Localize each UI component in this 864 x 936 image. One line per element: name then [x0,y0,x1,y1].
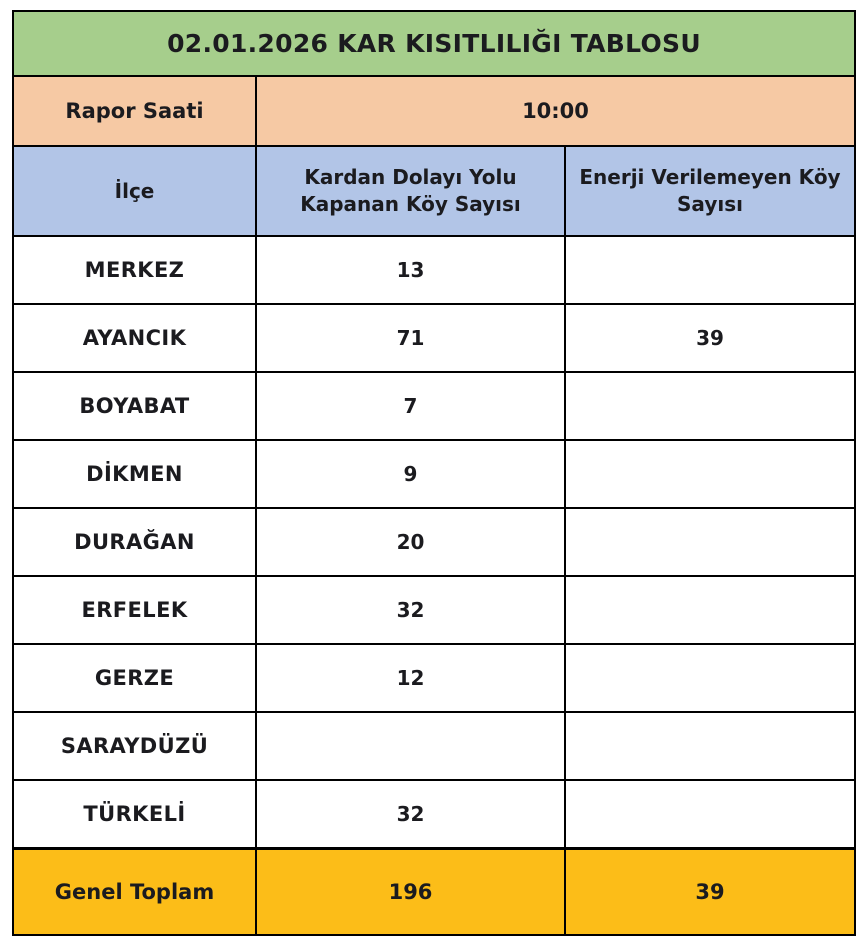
closed-roads-cell: 13 [255,235,566,305]
table-row-dikmen: DİKMEN 9 [12,439,856,509]
district-cell: BOYABAT [12,371,257,441]
closed-roads-cell: 32 [255,575,566,645]
closed-roads-cell: 7 [255,371,566,441]
column-header-no-energy: Enerji Verilemeyen Köy Sayısı [564,145,856,237]
closed-roads-cell: 32 [255,779,566,850]
column-header-closed-roads: Kardan Dolayı Yolu Kapanan Köy Sayısı [255,145,566,237]
table-row-turkeli: TÜRKELİ 32 [12,779,856,850]
no-energy-cell [564,507,856,577]
district-cell: ERFELEK [12,575,257,645]
grand-total-closed-roads: 196 [255,847,566,936]
district-cell: SARAYDÜZÜ [12,711,257,781]
no-energy-cell [564,575,856,645]
table-row-boyabat: BOYABAT 7 [12,371,856,441]
report-time-row: Rapor Saati 10:00 [12,75,856,147]
district-cell: AYANCIK [12,303,257,373]
closed-roads-cell: 12 [255,643,566,713]
table-row-erfelek: ERFELEK 32 [12,575,856,645]
table-row-gerze: GERZE 12 [12,643,856,713]
no-energy-cell [564,439,856,509]
table-row-ayancik: AYANCIK 71 39 [12,303,856,373]
closed-roads-cell [255,711,566,781]
no-energy-cell [564,711,856,781]
grand-total-label: Genel Toplam [12,847,257,936]
report-time-label: Rapor Saati [12,75,257,147]
district-cell: DURAĞAN [12,507,257,577]
snow-restriction-table: 02.01.2026 KAR KISITLILIĞI TABLOSU Rapor… [12,10,856,936]
column-header-row: İlçe Kardan Dolayı Yolu Kapanan Köy Sayı… [12,145,856,237]
report-time-value: 10:00 [255,75,856,147]
closed-roads-cell: 71 [255,303,566,373]
column-header-district: İlçe [12,145,257,237]
closed-roads-cell: 20 [255,507,566,577]
no-energy-cell [564,371,856,441]
no-energy-cell [564,643,856,713]
table-row-sarayduzu: SARAYDÜZÜ [12,711,856,781]
grand-total-row: Genel Toplam 196 39 [12,847,856,936]
table-row-merkez: MERKEZ 13 [12,235,856,305]
grand-total-no-energy: 39 [564,847,856,936]
table-title: 02.01.2026 KAR KISITLILIĞI TABLOSU [12,10,856,77]
table-row-duragan: DURAĞAN 20 [12,507,856,577]
closed-roads-cell: 9 [255,439,566,509]
district-cell: MERKEZ [12,235,257,305]
no-energy-cell [564,779,856,850]
district-cell: DİKMEN [12,439,257,509]
no-energy-cell [564,235,856,305]
title-row: 02.01.2026 KAR KISITLILIĞI TABLOSU [12,10,856,77]
district-cell: TÜRKELİ [12,779,257,850]
no-energy-cell: 39 [564,303,856,373]
district-cell: GERZE [12,643,257,713]
